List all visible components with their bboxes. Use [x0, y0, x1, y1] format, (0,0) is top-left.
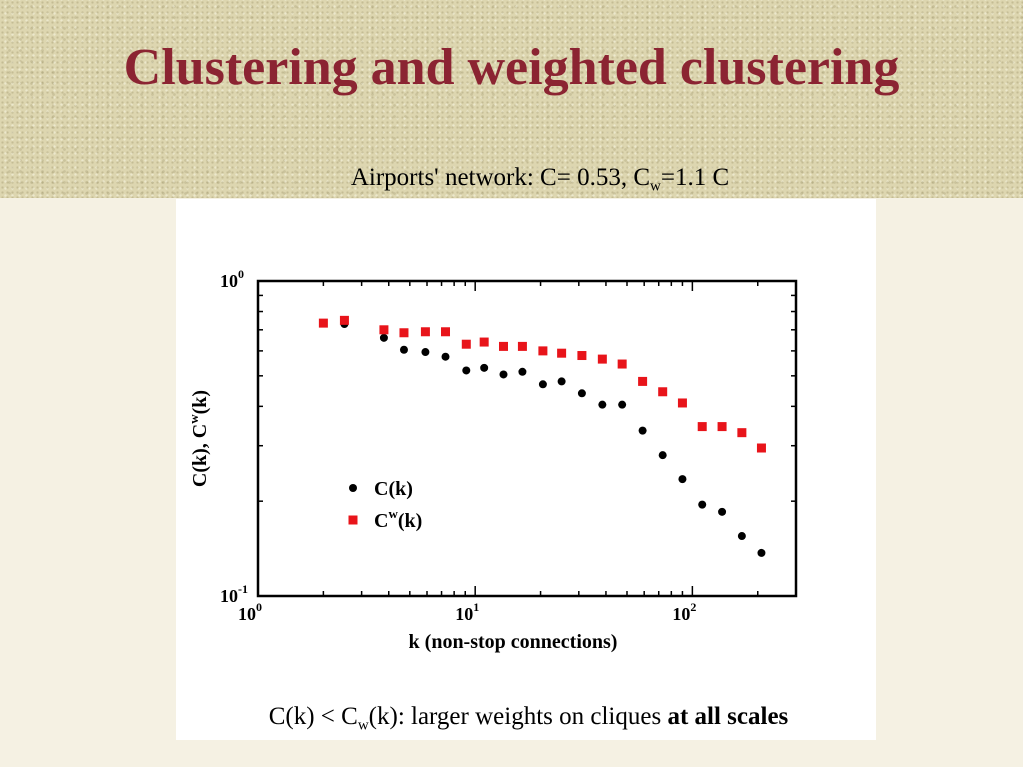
cwk-point	[697, 422, 707, 432]
ck-point	[698, 500, 707, 509]
cwk-point	[717, 422, 727, 432]
ck-point	[678, 475, 687, 484]
cwk-point	[461, 339, 471, 349]
subtitle: Airports' network: C= 0.53, Cw=1.1 C	[0, 162, 1023, 194]
caption-subscript: w	[357, 717, 369, 734]
x-tick-label: 101	[455, 600, 479, 624]
legend: C(k) Cw(k)	[348, 478, 422, 532]
cwk-point	[658, 387, 668, 397]
ck-point	[499, 370, 508, 379]
legend-label-cwk: Cw(k)	[374, 506, 422, 532]
cwk-point	[557, 348, 567, 358]
legend-marker-ck	[349, 484, 357, 492]
ck-point	[441, 352, 450, 361]
cwk-point	[638, 376, 648, 386]
y-axis-label-end: (k)	[189, 390, 211, 414]
cwk-point	[420, 327, 430, 337]
subtitle-suffix: =1.1 C	[660, 164, 730, 191]
figure-panel: 100 101 102 100 10-1 C(k) Cw(k) k (non-stop c…	[176, 199, 876, 740]
cwk-point	[597, 354, 607, 364]
legend-marker-cwk	[348, 515, 358, 525]
cwk-point	[498, 341, 508, 351]
cwk-point	[737, 428, 747, 438]
cwk-point	[517, 341, 527, 351]
ck-point	[379, 333, 388, 342]
header-background	[0, 0, 1023, 198]
caption-emphasis: at all scales	[667, 703, 789, 730]
legend-label-ck: C(k)	[374, 478, 413, 500]
cwk-point	[577, 351, 587, 361]
ck-point	[538, 380, 547, 389]
ck-point	[598, 400, 607, 409]
ck-point	[577, 389, 586, 398]
caption-part1: C(k) < C	[268, 703, 358, 730]
ck-point	[658, 451, 667, 460]
axis-ticks	[257, 280, 797, 597]
ck-point	[757, 548, 766, 557]
ck-point	[399, 345, 408, 354]
caption-part2: (k): larger weights on cliques	[368, 703, 668, 730]
y-axis-label: C(k), Cw(k)	[186, 390, 211, 487]
cwk-point	[339, 315, 349, 325]
cwk-point	[538, 346, 548, 356]
cwk-point	[399, 328, 409, 338]
cwk-point	[441, 327, 451, 337]
cwk-point	[318, 318, 328, 328]
y-axis-label-sup: w	[186, 414, 201, 424]
ck-point	[557, 377, 566, 386]
cwk-point	[479, 337, 489, 347]
ck-point	[638, 426, 647, 435]
ck-point	[421, 348, 430, 357]
cwk-point	[756, 443, 766, 453]
ck-point	[618, 400, 627, 409]
caption: C(k) < Cw(k): larger weights on cliques …	[0, 700, 1023, 734]
y-tick-label: 10-1	[220, 582, 248, 606]
data-points	[318, 315, 766, 557]
ck-point	[480, 363, 489, 372]
cwk-point	[677, 398, 687, 408]
subtitle-subscript: w	[650, 178, 661, 195]
ck-point	[518, 367, 527, 376]
y-tick-label: 100	[220, 267, 244, 291]
x-axis-label: k (non-stop connections)	[409, 631, 618, 653]
subtitle-prefix: Airports' network: C= 0.53, C	[350, 164, 651, 191]
y-axis-label-main: C(k), C	[189, 424, 211, 487]
x-tick-label: 102	[672, 600, 696, 624]
plot-frame	[256, 279, 798, 598]
ck-point	[737, 532, 746, 541]
cwk-point	[617, 359, 627, 369]
slide-title: Clustering and weighted clustering	[123, 39, 900, 96]
x-tick-label: 100	[238, 600, 262, 624]
ck-point	[462, 366, 471, 375]
ck-point	[718, 507, 727, 516]
cwk-point	[379, 325, 389, 335]
